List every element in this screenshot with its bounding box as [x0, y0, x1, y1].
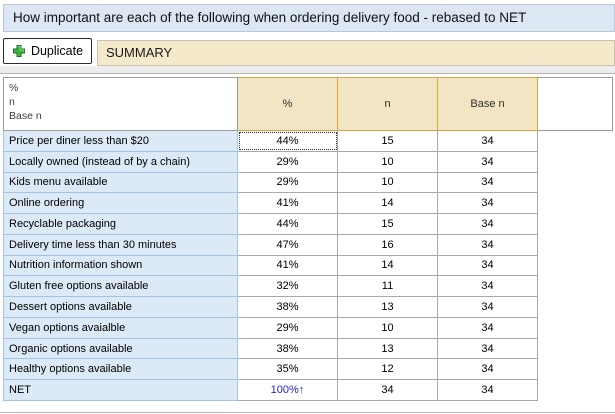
- cell-pct[interactable]: 100%↑: [237, 379, 338, 401]
- cell-margin: [537, 192, 613, 214]
- cell-base-n[interactable]: 34: [437, 171, 538, 194]
- stat-line-pct: %: [9, 82, 19, 94]
- cell-n[interactable]: 12: [337, 358, 438, 381]
- cell-n[interactable]: 13: [337, 337, 438, 360]
- cell-n[interactable]: 15: [337, 213, 438, 235]
- table-row: Gluten free options available 32% 11 34: [3, 275, 613, 298]
- table-row: Kids menu available 29% 10 34: [3, 171, 613, 194]
- cell-base-n[interactable]: 34: [437, 358, 538, 381]
- column-header-n[interactable]: n: [337, 77, 438, 131]
- row-label[interactable]: Nutrition information shown: [3, 254, 238, 277]
- cell-margin: [537, 296, 613, 318]
- table-row: Recyclable packaging 44% 15 34: [3, 213, 613, 235]
- row-label[interactable]: Organic options available: [3, 337, 238, 360]
- cell-pct[interactable]: 29%: [237, 171, 338, 194]
- cell-n[interactable]: 11: [337, 275, 438, 298]
- cell-pct[interactable]: 38%: [237, 337, 338, 360]
- table-row: NET 100%↑ 34 34: [3, 379, 613, 401]
- cell-base-n[interactable]: 34: [437, 192, 538, 215]
- cell-pct[interactable]: 44%: [237, 213, 338, 235]
- cell-n[interactable]: 15: [337, 130, 438, 152]
- cell-base-n[interactable]: 34: [437, 379, 538, 401]
- question-title[interactable]: How important are each of the following …: [3, 4, 615, 32]
- row-label[interactable]: Locally owned (instead of by a chain): [3, 150, 238, 173]
- cell-pct[interactable]: 29%: [237, 316, 338, 339]
- cell-margin: [537, 151, 613, 173]
- toolbar-divider: [0, 66, 615, 74]
- cell-pct[interactable]: 41%: [237, 192, 338, 215]
- row-label[interactable]: Gluten free options available: [3, 275, 238, 298]
- row-label[interactable]: Kids menu available: [3, 171, 238, 194]
- cell-n[interactable]: 14: [337, 192, 438, 215]
- duplicate-label: Duplicate: [30, 44, 84, 58]
- cell-pct[interactable]: 44%: [237, 130, 338, 152]
- cell-pct[interactable]: 47%: [237, 233, 338, 256]
- table-row: Online ordering 41% 14 34: [3, 192, 613, 215]
- cell-pct[interactable]: 32%: [237, 275, 338, 298]
- cell-base-n[interactable]: 34: [437, 130, 538, 152]
- row-label[interactable]: NET: [3, 379, 238, 401]
- row-label[interactable]: Recyclable packaging: [3, 213, 238, 235]
- cell-margin: [537, 130, 613, 152]
- cell-pct[interactable]: 41%: [237, 254, 338, 277]
- cell-n[interactable]: 13: [337, 296, 438, 318]
- cell-margin: [537, 172, 613, 193]
- table-row: Organic options available 38% 13 34: [3, 337, 613, 360]
- cell-n[interactable]: 10: [337, 316, 438, 339]
- summary-table: % n Base n % n Base n Price per diner le…: [3, 77, 613, 401]
- plus-icon: [12, 44, 26, 58]
- cell-margin: [537, 255, 613, 276]
- cell-pct[interactable]: 29%: [237, 150, 338, 173]
- table-row: Locally owned (instead of by a chain) 29…: [3, 150, 613, 173]
- cell-base-n[interactable]: 34: [437, 275, 538, 298]
- table-row: Delivery time less than 30 minutes 47% 1…: [3, 233, 613, 256]
- cell-base-n[interactable]: 34: [437, 213, 538, 235]
- row-label[interactable]: Online ordering: [3, 192, 238, 215]
- table-row: Healthy options available 35% 12 34: [3, 358, 613, 381]
- empty-header-cell: [537, 77, 613, 131]
- table-row: Vegan options avaialble 29% 10 34: [3, 316, 613, 339]
- table-body: Price per diner less than $20 44% 15 34 …: [3, 130, 613, 401]
- cell-n[interactable]: 14: [337, 254, 438, 277]
- cell-margin: [537, 234, 613, 256]
- cell-base-n[interactable]: 34: [437, 316, 538, 339]
- statistics-corner-cell[interactable]: % n Base n: [3, 77, 238, 131]
- cell-n[interactable]: 34: [337, 379, 438, 401]
- cell-pct[interactable]: 35%: [237, 358, 338, 381]
- cell-n[interactable]: 16: [337, 233, 438, 256]
- bottom-divider: [0, 412, 615, 413]
- cell-margin: [537, 317, 613, 339]
- table-header-row: % n Base n % n Base n: [3, 77, 613, 131]
- cell-pct[interactable]: 38%: [237, 296, 338, 318]
- row-label[interactable]: Delivery time less than 30 minutes: [3, 233, 238, 256]
- row-label[interactable]: Vegan options avaialble: [3, 316, 238, 339]
- cell-margin: [537, 213, 613, 235]
- row-label[interactable]: Price per diner less than $20: [3, 130, 238, 152]
- cell-base-n[interactable]: 34: [437, 233, 538, 256]
- stat-line-n: n: [9, 96, 15, 108]
- cell-base-n[interactable]: 34: [437, 296, 538, 318]
- summary-label: SUMMARY: [106, 45, 173, 60]
- table-row: Nutrition information shown 41% 14 34: [3, 254, 613, 277]
- stat-line-base: Base n: [9, 110, 42, 122]
- cell-margin: [537, 275, 613, 297]
- cell-base-n[interactable]: 34: [437, 254, 538, 277]
- cell-n[interactable]: 10: [337, 171, 438, 194]
- table-row: Price per diner less than $20 44% 15 34: [3, 130, 613, 152]
- cell-margin: [537, 358, 613, 380]
- row-label[interactable]: Dessert options available: [3, 296, 238, 318]
- summary-selector[interactable]: SUMMARY: [97, 40, 615, 66]
- cell-base-n[interactable]: 34: [437, 337, 538, 360]
- cell-margin: [537, 338, 613, 359]
- cell-margin: [537, 379, 613, 401]
- column-header-pct[interactable]: %: [237, 77, 338, 131]
- column-header-base-n[interactable]: Base n: [437, 77, 538, 131]
- table-row: Dessert options available 38% 13 34: [3, 296, 613, 318]
- row-label[interactable]: Healthy options available: [3, 358, 238, 381]
- cell-n[interactable]: 10: [337, 150, 438, 173]
- duplicate-button[interactable]: Duplicate: [3, 38, 92, 64]
- cell-base-n[interactable]: 34: [437, 150, 538, 173]
